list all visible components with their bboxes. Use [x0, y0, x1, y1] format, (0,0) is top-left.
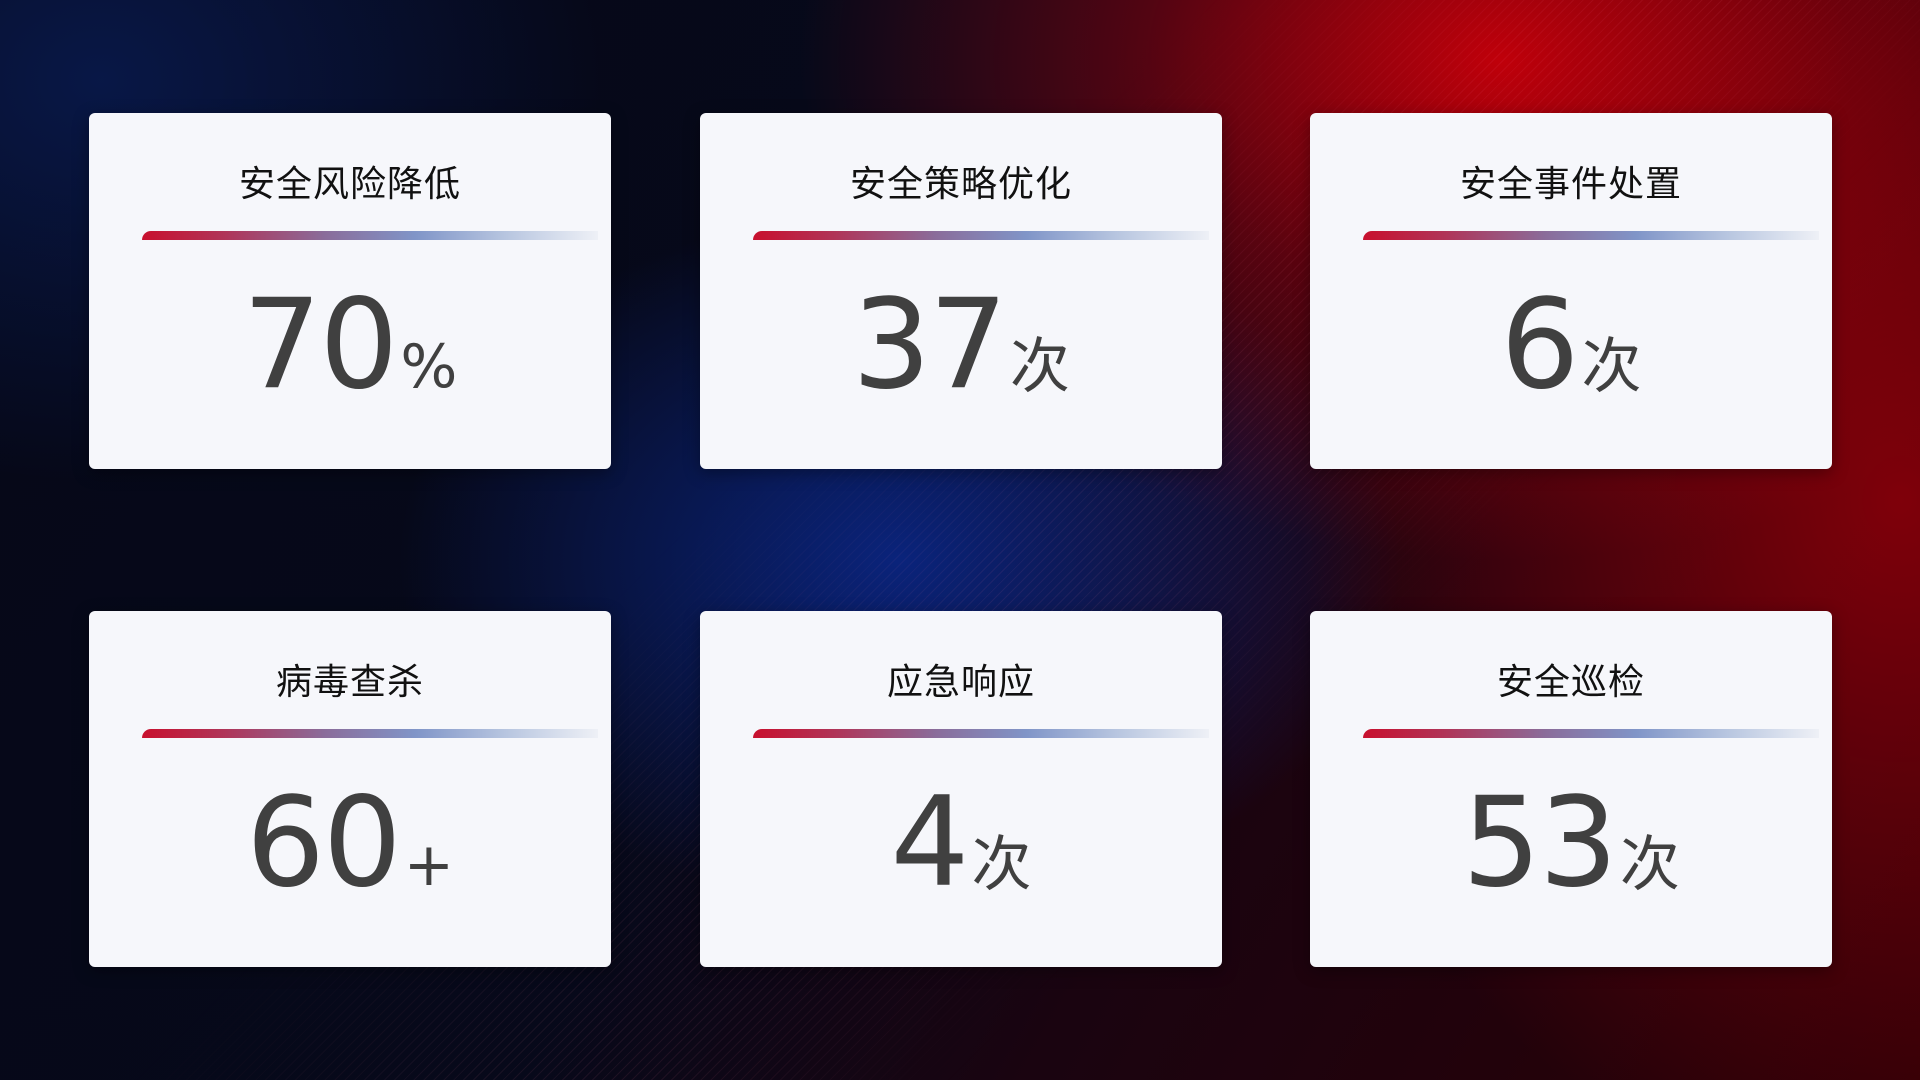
card-divider: [142, 729, 598, 738]
stat-card-incident-handling: 安全事件处置 6次: [1310, 113, 1832, 469]
value-unit: 次: [1619, 830, 1680, 900]
value-unit: %: [400, 332, 458, 402]
value-number: 4: [890, 771, 970, 915]
card-title: 安全风险降低: [238, 164, 461, 205]
card-divider: [1363, 729, 1819, 738]
value-number: 53: [1462, 771, 1618, 915]
value-number: 6: [1500, 273, 1580, 417]
card-divider: [753, 729, 1209, 738]
card-divider: [753, 231, 1209, 240]
stat-card-risk-reduction: 安全风险降低 70%: [89, 113, 611, 469]
card-title: 安全巡检: [1496, 662, 1645, 703]
card-value: 70%: [89, 273, 611, 417]
card-value: 60+: [89, 771, 611, 915]
card-value: 6次: [1310, 273, 1832, 417]
card-title: 应急响应: [886, 662, 1035, 703]
card-title: 病毒查杀: [275, 662, 424, 703]
value-unit: +: [403, 830, 455, 900]
value-unit: 次: [1581, 332, 1642, 402]
stat-card-policy-optimization: 安全策略优化 37次: [700, 113, 1222, 469]
card-value: 4次: [700, 771, 1222, 915]
value-number: 37: [852, 273, 1008, 417]
card-value: 37次: [700, 273, 1222, 417]
card-divider: [1363, 231, 1819, 240]
value-number: 60: [245, 771, 402, 915]
stat-card-virus-removal: 病毒查杀 60+: [89, 611, 611, 967]
card-divider: [142, 231, 598, 240]
stat-card-emergency-response: 应急响应 4次: [700, 611, 1222, 967]
value-unit: 次: [971, 830, 1032, 900]
value-unit: 次: [1009, 332, 1070, 402]
value-number: 70: [242, 273, 399, 417]
card-title: 安全事件处置: [1459, 164, 1682, 205]
card-title: 安全策略优化: [849, 164, 1072, 205]
stat-card-security-inspection: 安全巡检 53次: [1310, 611, 1832, 967]
card-value: 53次: [1310, 771, 1832, 915]
